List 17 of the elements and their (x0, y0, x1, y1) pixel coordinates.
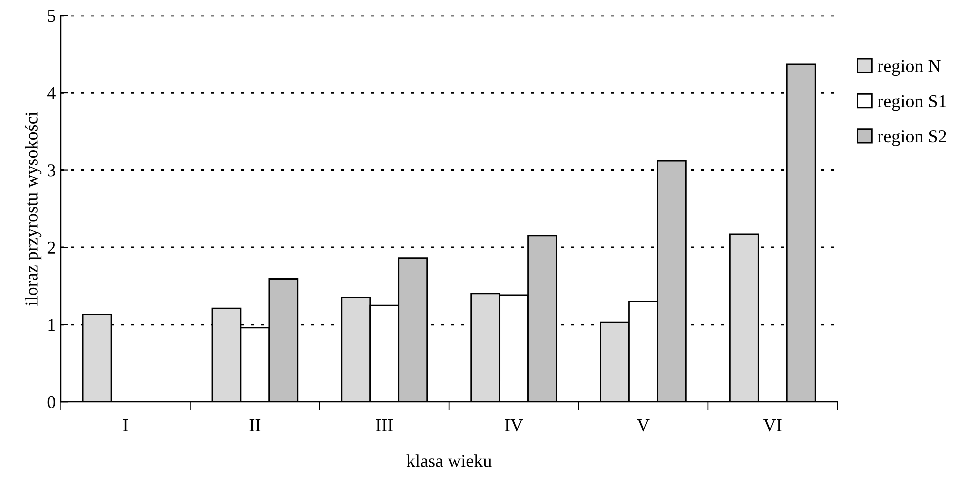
x-axis-title: klasa wieku (406, 454, 492, 468)
y-tick-label: 2 (48, 242, 56, 254)
y-tick-label: 1 (48, 319, 56, 332)
legend-label: region S1 (878, 95, 946, 112)
x-tick-label: I (123, 419, 128, 432)
y-tick-label: 5 (48, 10, 56, 22)
y-axis-title: iloraz przyrostu wysokości (25, 112, 42, 306)
x-tick-label: VI (764, 419, 782, 432)
x-tick-label: IV (505, 419, 524, 432)
x-tick-label: III (376, 419, 394, 432)
x-tick-label: II (250, 419, 261, 432)
legend-label: region N (878, 60, 941, 76)
y-tick-label: 0 (48, 396, 56, 409)
x-tick-label: V (637, 419, 650, 432)
y-tick-label: 4 (48, 87, 56, 100)
y-tick-label: 3 (48, 164, 56, 177)
legend-label: region S2 (878, 130, 946, 146)
